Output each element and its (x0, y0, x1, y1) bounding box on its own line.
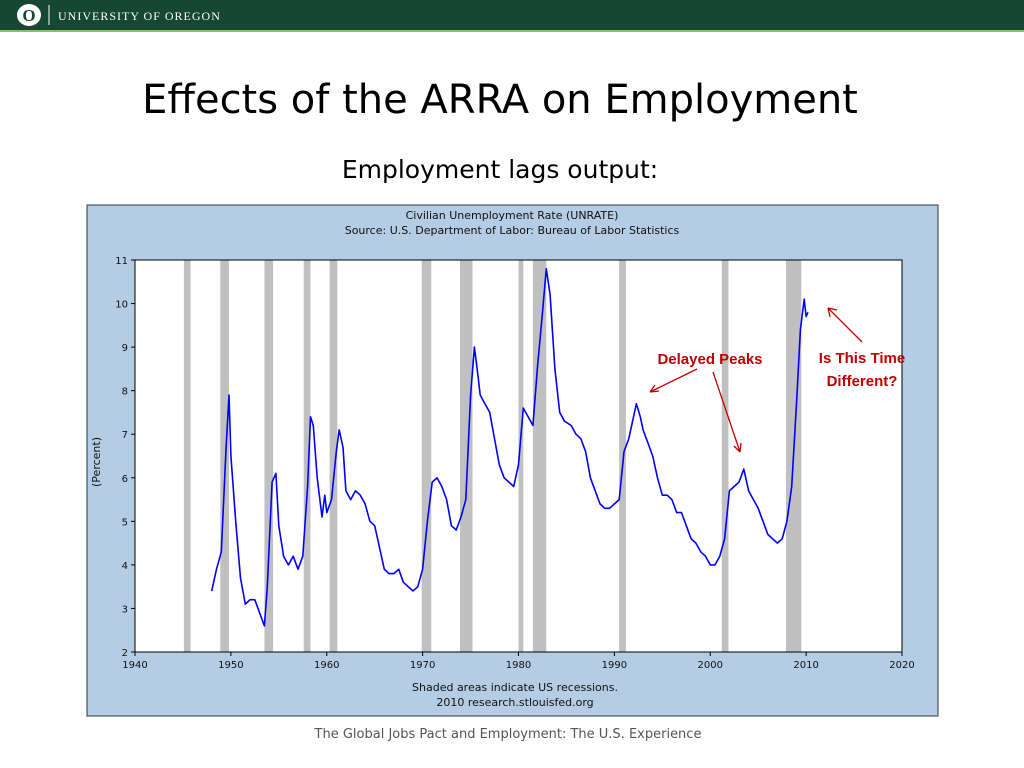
recession-band (421, 260, 432, 652)
y-tick-label: 2 (122, 648, 128, 659)
x-tick-label: 1970 (410, 660, 435, 671)
x-tick-label: 1950 (218, 660, 243, 671)
header-bar (0, 0, 1024, 30)
header-rule (0, 30, 1024, 32)
recession-band (518, 260, 524, 652)
y-tick-label: 6 (122, 474, 128, 485)
x-tick-label: 1990 (602, 660, 627, 671)
recession-band (264, 260, 274, 652)
chart-title: Civilian Unemployment Rate (UNRATE) (406, 209, 619, 222)
y-axis-label: (Percent) (90, 437, 103, 487)
arrow (827, 307, 863, 343)
chart-note: Shaded areas indicate US recessions. (412, 681, 618, 694)
annotation-arrows (649, 307, 863, 453)
logo: O (22, 6, 35, 25)
y-tick-label: 4 (122, 561, 128, 572)
y-tick-label: 7 (122, 430, 128, 441)
recession-band (721, 260, 729, 652)
x-tick-label: 2010 (793, 660, 818, 671)
y-tick-label: 11 (115, 256, 128, 267)
recession-band (220, 260, 229, 652)
recession-band (619, 260, 626, 652)
footer: The Global Jobs Pact and Employment: The… (314, 727, 702, 742)
arrow (649, 368, 698, 393)
x-tick-label: 1960 (314, 660, 339, 671)
x-tick-label: 2000 (698, 660, 723, 671)
recession-band (532, 260, 547, 652)
annotation: Delayed Peaks (657, 351, 762, 368)
unemployment-line (210, 267, 809, 627)
y-tick-label: 5 (122, 517, 128, 528)
recession-band (329, 260, 338, 652)
arrow (712, 371, 742, 453)
x-tick-label: 1940 (122, 660, 147, 671)
slide-title: Effects of the ARRA on Employment (142, 77, 858, 123)
x-tick-label: 1980 (506, 660, 531, 671)
recession-band (183, 260, 191, 652)
chart-subtitle: Source: U.S. Department of Labor: Bureau… (345, 224, 680, 237)
y-tick-label: 10 (115, 300, 128, 311)
brand: UNIVERSITY OF OREGON (58, 9, 221, 23)
slide-subtitle: Employment lags output: (342, 155, 658, 184)
y-tick-label: 3 (122, 604, 128, 615)
x-tick-label: 2020 (889, 660, 914, 671)
chart-note: 2010 research.stlouisfed.org (436, 696, 593, 709)
recession-band (303, 260, 311, 652)
recession-band (460, 260, 473, 652)
y-tick-label: 9 (122, 343, 128, 354)
y-tick-label: 8 (122, 387, 128, 398)
logo-bg (17, 4, 41, 26)
annotation: Is This Time Different? (818, 350, 906, 390)
